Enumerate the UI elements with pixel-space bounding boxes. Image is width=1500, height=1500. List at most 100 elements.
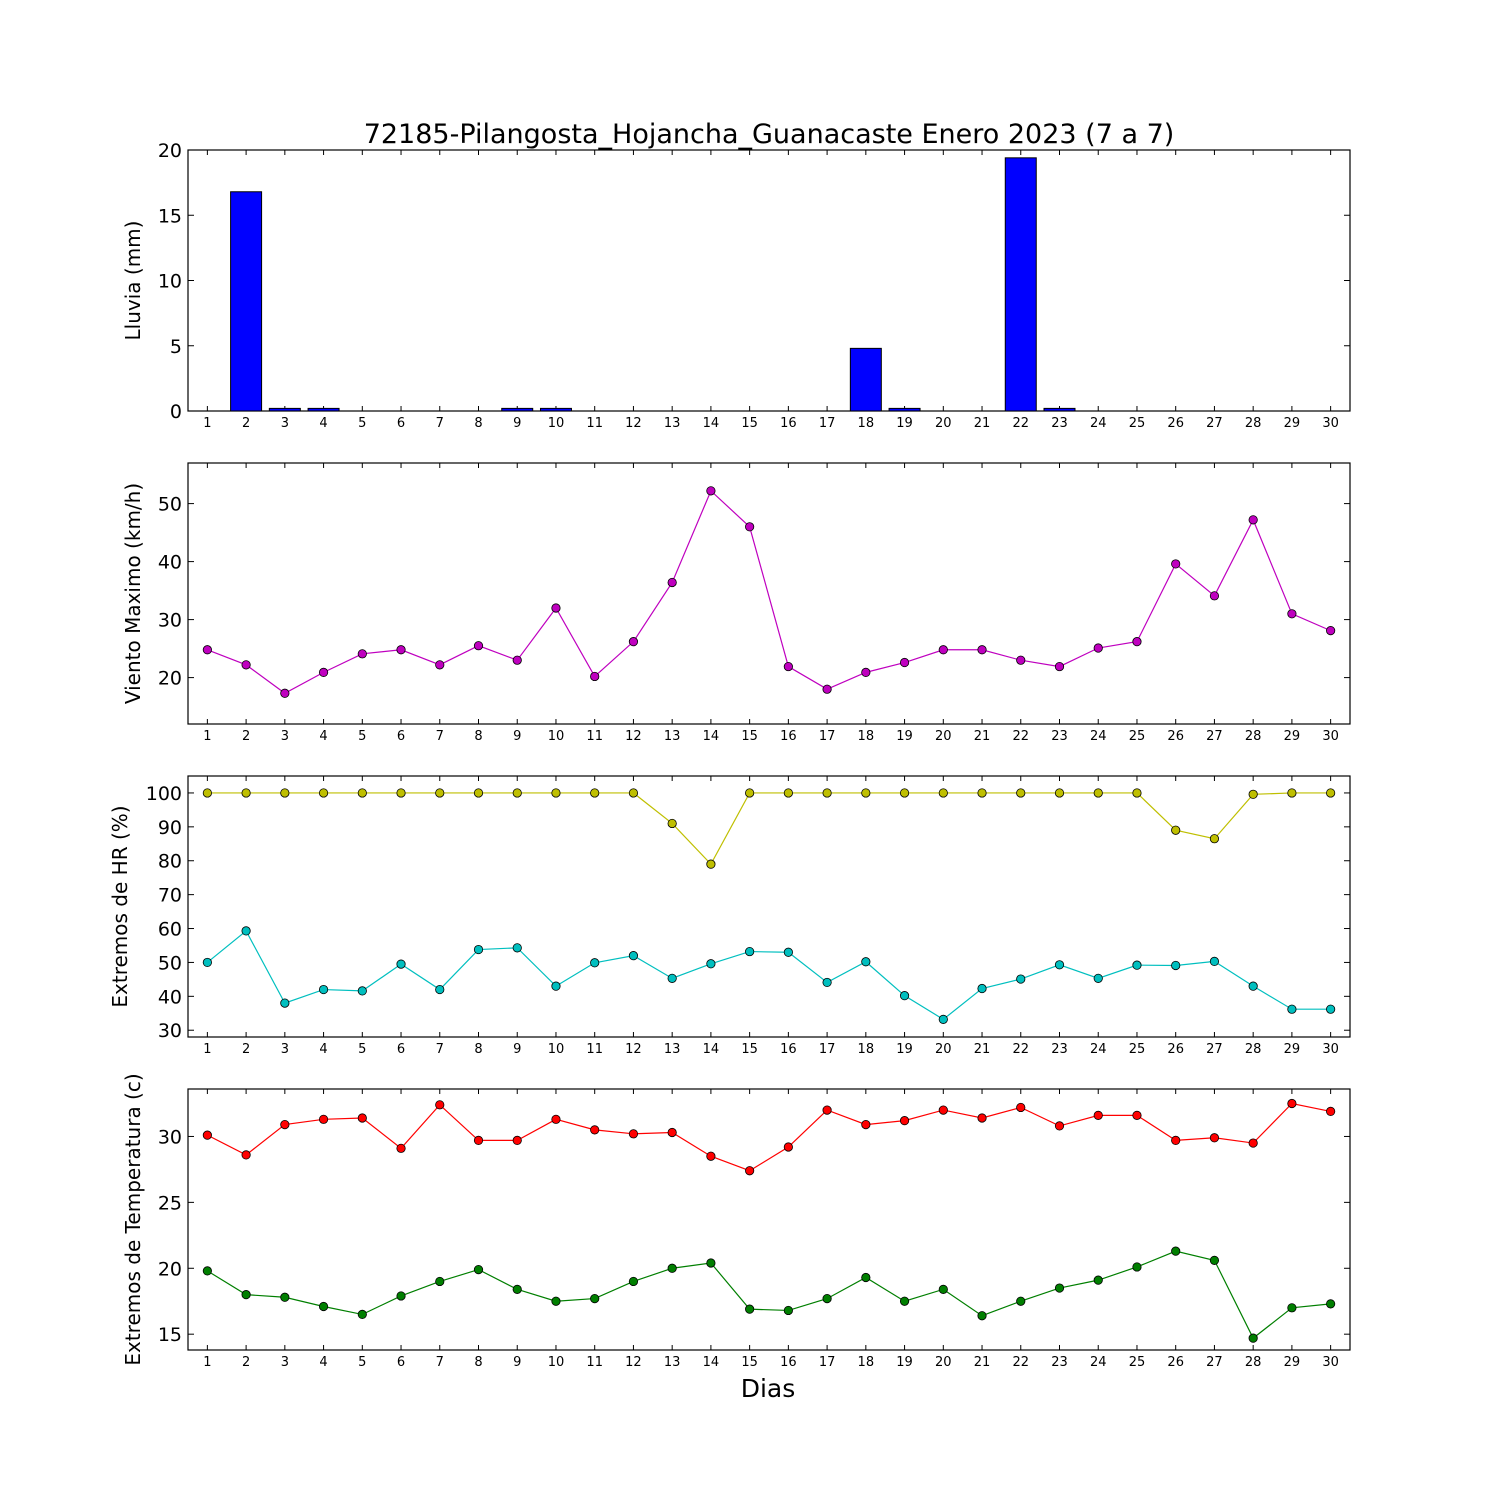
data-point [706, 959, 716, 969]
data-point [899, 1116, 910, 1126]
data-point [590, 788, 600, 798]
data-point [977, 983, 987, 994]
data-point [1132, 788, 1142, 798]
data-point [1287, 788, 1297, 798]
x-tick-label: 27 [1206, 1042, 1223, 1057]
x-tick-label: 3 [281, 1042, 289, 1057]
x-tick-label: 10 [548, 729, 565, 744]
x-tick-label: 4 [319, 1042, 327, 1057]
data-point [396, 788, 406, 798]
x-tick-label: 14 [703, 729, 720, 744]
x-tick-label: 13 [664, 1042, 681, 1057]
series-line [207, 1102, 1331, 1172]
x-tick-label: 4 [319, 729, 327, 744]
data-point [1287, 609, 1297, 619]
data-point [1016, 1296, 1026, 1306]
data-point [822, 684, 832, 694]
x-tick-label: 7 [436, 1355, 444, 1370]
data-point [822, 977, 832, 988]
bar [230, 191, 263, 412]
data-point [667, 1263, 677, 1273]
data-point [1287, 1098, 1297, 1109]
data-point [1248, 1138, 1258, 1148]
x-tick-label: 27 [1206, 1355, 1223, 1370]
y-tick-label: 70 [158, 885, 182, 907]
x-tick-label: 17 [819, 416, 836, 431]
data-point [1171, 1246, 1181, 1256]
x-tick-label: 9 [513, 1042, 521, 1057]
x-tick-label: 25 [1129, 416, 1146, 431]
data-point [1326, 626, 1336, 636]
x-tick-label: 7 [436, 1042, 444, 1057]
x-tick-label: 24 [1090, 1042, 1107, 1057]
x-tick-label: 16 [780, 729, 797, 744]
x-tick-label: 19 [896, 729, 913, 744]
y-tick-label: 60 [158, 919, 182, 941]
x-tick-label: 8 [474, 1355, 482, 1370]
x-tick-label: 9 [513, 1355, 521, 1370]
data-point [1132, 637, 1142, 647]
x-tick-label: 16 [780, 1355, 797, 1370]
data-point [512, 943, 522, 953]
data-point [318, 1114, 329, 1124]
data-point [435, 788, 445, 798]
x-tick-label: 14 [703, 1042, 720, 1057]
bar [268, 407, 301, 412]
data-point [590, 1293, 600, 1304]
x-tick-label: 26 [1167, 729, 1184, 744]
data-point [706, 1258, 716, 1268]
bar [501, 407, 534, 412]
x-tick-label: 11 [586, 729, 603, 744]
bar [849, 347, 882, 412]
data-point [899, 991, 910, 1001]
data-point [551, 1296, 561, 1306]
data-point [822, 788, 832, 798]
series-line [207, 1250, 1331, 1340]
x-tick-label: 12 [625, 1042, 642, 1057]
x-tick-label: 4 [319, 416, 327, 431]
data-point [938, 1105, 948, 1115]
x-tick-label: 13 [664, 729, 681, 744]
data-point [512, 1135, 522, 1146]
data-point [1209, 591, 1220, 601]
data-point [938, 1284, 948, 1294]
data-point [551, 788, 561, 798]
data-point [938, 1014, 948, 1024]
data-point [1326, 1004, 1336, 1014]
x-tick-label: 9 [513, 416, 521, 431]
data-point [1248, 981, 1258, 991]
y-axis-label: Lluvia (mm) [121, 221, 145, 341]
data-point [590, 671, 600, 682]
x-tick-label: 8 [474, 729, 482, 744]
data-point [551, 1114, 561, 1124]
data-point [473, 641, 484, 651]
data-point [1054, 1283, 1065, 1293]
data-point [706, 859, 716, 869]
x-tick-label: 20 [935, 1042, 952, 1057]
plot-frame [187, 462, 1351, 725]
x-tick-label: 15 [741, 729, 758, 744]
data-point [202, 957, 212, 968]
data-point [1326, 1299, 1336, 1309]
data-point [551, 981, 561, 991]
data-point [706, 1151, 716, 1161]
x-tick-label: 3 [281, 416, 289, 431]
y-tick-label: 80 [158, 851, 182, 873]
x-tick-label: 16 [780, 1042, 797, 1057]
data-point [357, 649, 367, 659]
data-point [280, 1292, 290, 1302]
data-point [861, 788, 871, 798]
bar [307, 407, 340, 412]
y-tick-label: 10 [158, 271, 182, 293]
data-point [241, 1290, 251, 1300]
data-point [1016, 1102, 1026, 1113]
x-tick-label: 25 [1129, 1355, 1146, 1370]
x-tick-label: 30 [1322, 1042, 1339, 1057]
data-point [628, 951, 639, 961]
data-point [899, 1296, 910, 1306]
x-tick-label: 1 [203, 729, 211, 744]
x-tick-label: 5 [358, 1042, 366, 1057]
